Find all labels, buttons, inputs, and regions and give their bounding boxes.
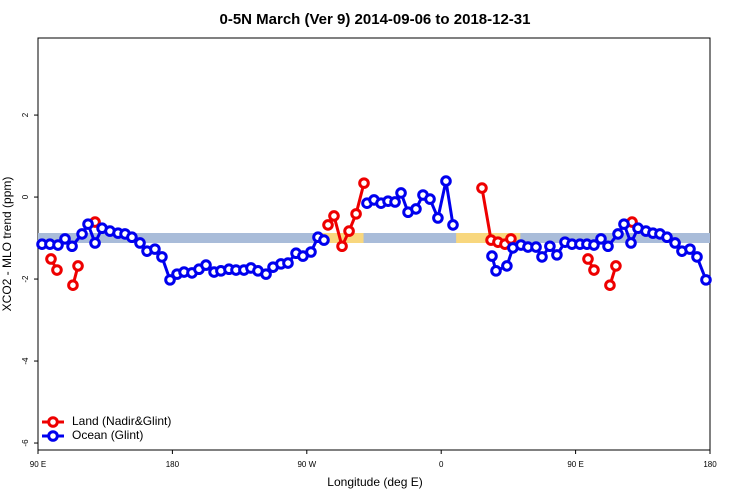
data-point <box>156 251 168 263</box>
data-point <box>424 193 436 205</box>
data-point <box>544 240 556 253</box>
data-point <box>59 233 71 245</box>
data-point <box>72 260 84 272</box>
data-point <box>684 243 696 255</box>
data-point <box>305 246 317 258</box>
legend-marker <box>47 430 59 442</box>
data-point <box>282 257 294 269</box>
data-point <box>610 260 622 272</box>
data-point <box>432 212 444 224</box>
data-point <box>501 260 513 272</box>
data-point <box>604 279 616 292</box>
data-point <box>602 240 614 253</box>
data-point <box>149 243 161 255</box>
data-point <box>595 233 607 245</box>
data-point <box>588 239 600 251</box>
data-point <box>389 196 401 208</box>
legend-label: Ocean (Glint) <box>72 428 143 442</box>
data-point <box>52 239 64 251</box>
data-point <box>625 237 637 249</box>
data-point <box>328 210 340 222</box>
data-point <box>66 240 78 253</box>
chart-title: 0-5N March (Ver 9) 2014-09-06 to 2018-12… <box>219 11 530 28</box>
x-tick-label: 180 <box>166 460 180 469</box>
x-axis-label: Longitude (deg E) <box>327 475 422 489</box>
data-point <box>45 253 57 265</box>
data-point <box>134 237 146 249</box>
legend-marker <box>47 416 59 428</box>
data-point <box>536 251 548 263</box>
data-point <box>530 241 542 253</box>
data-point <box>395 187 407 199</box>
data-point <box>318 234 330 246</box>
y-tick-label: -4 <box>21 357 30 365</box>
data-point <box>260 268 272 280</box>
data-point <box>336 240 348 253</box>
data-point <box>164 274 176 286</box>
data-point <box>67 279 79 292</box>
data-point <box>358 177 370 189</box>
data-point <box>612 228 624 240</box>
data-point <box>588 264 600 276</box>
data-point <box>476 182 488 194</box>
data-point <box>447 219 459 231</box>
y-tick-label: 0 <box>21 194 30 199</box>
data-point <box>669 237 681 249</box>
data-point <box>691 251 703 263</box>
y-tick-label: -6 <box>21 439 30 447</box>
data-point <box>89 237 101 249</box>
data-point <box>200 259 212 271</box>
data-point <box>505 233 517 245</box>
x-tick-label: 90 W <box>297 460 316 469</box>
x-tick-label: 90 E <box>567 460 583 469</box>
data-point <box>700 274 712 286</box>
data-point <box>486 250 498 262</box>
data-point <box>490 265 502 277</box>
x-tick-label: 180 <box>703 460 717 469</box>
data-point <box>618 218 630 230</box>
data-point <box>322 219 334 231</box>
legend-label: Land (Nadir&Glint) <box>72 414 171 428</box>
data-point <box>582 253 594 265</box>
y-axis-label: XCO2 - MLO trend (ppm) <box>0 177 14 312</box>
y-tick-label: 2 <box>21 112 30 117</box>
data-point <box>551 249 563 261</box>
data-point <box>126 231 138 244</box>
data-point <box>350 208 362 220</box>
data-point <box>661 231 673 244</box>
x-tick-label: 0 <box>439 460 444 469</box>
data-point <box>343 225 355 237</box>
data-point <box>410 203 422 215</box>
data-point <box>51 264 63 276</box>
data-point <box>440 175 452 187</box>
data-point <box>82 218 94 230</box>
y-tick-label: -2 <box>21 275 30 283</box>
x-tick-label: 90 E <box>30 460 46 469</box>
data-point <box>76 228 88 240</box>
